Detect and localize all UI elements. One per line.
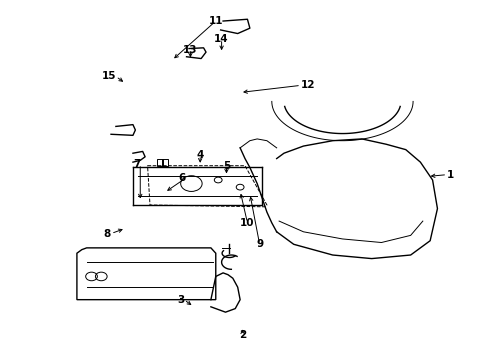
Text: 1: 1: [447, 170, 454, 180]
Text: 6: 6: [178, 173, 186, 183]
Text: 10: 10: [240, 218, 255, 228]
Text: 11: 11: [209, 16, 223, 26]
Text: 13: 13: [183, 45, 197, 55]
Text: 15: 15: [101, 71, 116, 81]
Text: 14: 14: [214, 34, 229, 44]
Text: 4: 4: [196, 150, 204, 160]
Text: 3: 3: [177, 295, 184, 305]
Bar: [162, 158, 168, 166]
Bar: [157, 158, 163, 166]
Text: 9: 9: [256, 239, 263, 249]
Text: 8: 8: [104, 229, 111, 239]
Text: 2: 2: [239, 330, 246, 341]
Text: 5: 5: [223, 161, 230, 171]
Text: 7: 7: [133, 159, 140, 169]
Text: 12: 12: [301, 80, 316, 90]
